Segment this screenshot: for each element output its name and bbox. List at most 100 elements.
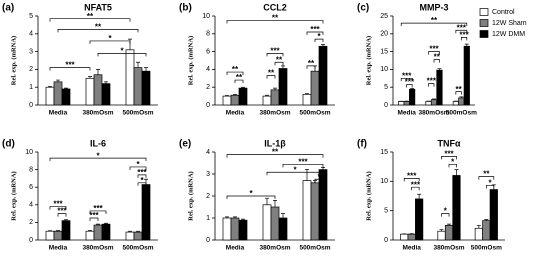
y-tick-label: 0: [29, 237, 33, 244]
significance-bracket: [433, 59, 440, 63]
bar: [425, 101, 432, 106]
y-tick-label: 2: [206, 84, 210, 91]
panel-label: (a): [2, 3, 14, 14]
y-tick-label: 4: [29, 202, 33, 209]
error-bar: [265, 197, 269, 205]
significance-label: ***: [53, 200, 63, 209]
significance-bracket: [400, 22, 468, 27]
bar: [436, 69, 443, 106]
significance-bracket: [306, 31, 324, 36]
significance-label: **: [431, 16, 438, 25]
panel-title: MMP-3: [420, 2, 449, 12]
y-tick-label: 4: [206, 149, 210, 156]
y-tick-label: 5: [384, 84, 388, 91]
x-tick-label: 500mOsm: [471, 245, 502, 252]
y-tick-label: 10: [380, 178, 388, 185]
bar: [400, 233, 409, 241]
y-tick-label: 10: [202, 13, 210, 20]
significance-label: ***: [407, 172, 417, 181]
y-tick-label: 6: [29, 184, 33, 191]
y-tick-label: 0: [206, 237, 210, 244]
significance-label: **: [455, 85, 462, 94]
significance-bracket: [89, 217, 99, 221]
significance-bracket: [49, 206, 67, 210]
bar: [398, 101, 405, 106]
significance-bracket: [137, 174, 147, 178]
bar: [407, 233, 416, 241]
bar: [53, 81, 63, 106]
panel-label: (c): [357, 3, 369, 14]
legend-swatch: [479, 30, 489, 38]
significance-bracket: [282, 163, 324, 168]
significance-label: *: [249, 189, 253, 198]
significance-bracket: [57, 29, 139, 33]
bar: [101, 83, 111, 106]
x-tick-label: Media: [226, 245, 245, 252]
x-tick-label: Media: [397, 110, 416, 117]
bar: [278, 68, 288, 106]
error-bar: [241, 218, 245, 221]
x-tick-label: 380mOsm: [82, 110, 113, 117]
significance-bracket: [89, 40, 131, 44]
error-bar: [464, 43, 469, 47]
x-tick-label: 500mOsm: [122, 245, 153, 252]
bar: [230, 94, 240, 106]
significance-bracket: [411, 186, 420, 191]
error-bar: [56, 229, 60, 232]
error-bar: [96, 223, 100, 226]
significance-bracket: [57, 213, 67, 217]
x-tick-label: Media: [49, 245, 68, 252]
significance-label: *: [96, 151, 100, 160]
legend-label: 12W DMM: [492, 31, 525, 38]
bar: [270, 206, 280, 241]
bar: [133, 67, 143, 106]
error-bar: [410, 88, 415, 90]
x-tick-label: 500mOsm: [299, 245, 330, 252]
bar: [310, 70, 320, 106]
y-tick-label: 5: [29, 13, 33, 20]
x-tick-label: Media: [49, 110, 68, 117]
significance-bracket: [266, 75, 276, 79]
significance-label: ***: [457, 23, 467, 32]
significance-bracket: [49, 67, 91, 71]
bar: [45, 230, 55, 241]
significance-bracket: [403, 178, 420, 182]
significance-bracket: [428, 51, 440, 55]
significance-bracket: [137, 182, 147, 186]
bar: [318, 45, 328, 106]
error-bar: [64, 219, 68, 221]
significance-bracket: [97, 53, 147, 57]
significance-label: ***: [402, 71, 412, 80]
significance-label: ***: [89, 211, 99, 220]
significance-label: **: [308, 59, 315, 68]
error-bar: [88, 76, 92, 79]
significance-bracket: [460, 37, 468, 41]
error-bar: [447, 223, 451, 226]
error-bar: [273, 87, 277, 90]
y-tick-label: 10: [380, 66, 388, 73]
bar: [222, 95, 232, 106]
x-tick-label: Media: [226, 110, 245, 117]
bar: [85, 77, 95, 106]
significance-bracket: [478, 176, 495, 180]
y-tick-label: 4: [206, 66, 210, 73]
significance-label: *: [120, 46, 124, 55]
significance-bracket: [89, 210, 107, 214]
bar: [430, 99, 438, 106]
bar: [278, 217, 288, 241]
error-bar: [265, 94, 269, 97]
significance-bracket: [400, 77, 413, 82]
significance-bracket: [226, 20, 324, 24]
significance-label: *: [136, 160, 140, 169]
error-bar: [417, 193, 422, 199]
y-axis-label: Rel. exp. (mRNA): [187, 36, 194, 85]
error-bar: [459, 96, 464, 98]
error-bar: [233, 216, 237, 218]
significance-label: ***: [57, 207, 67, 216]
x-tick-label: 500mOsm: [299, 110, 330, 117]
panel-label: (f): [357, 139, 367, 150]
significance-label: *: [489, 179, 493, 188]
error-bar: [48, 85, 52, 88]
y-tick-label: 2: [29, 66, 33, 73]
bar: [310, 182, 320, 241]
